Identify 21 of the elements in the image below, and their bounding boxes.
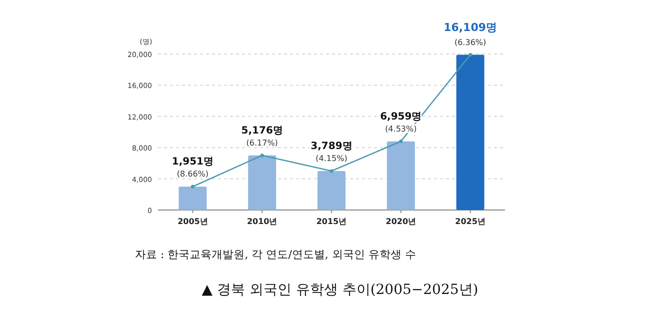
annotation: 1,951명 (8.66%)	[172, 156, 214, 179]
x-tick-label: 2005년	[178, 217, 208, 226]
point	[468, 52, 472, 57]
x-tick-label: 2025년	[455, 217, 486, 226]
annotation: 5,176명 (6.17%)	[241, 125, 283, 148]
point	[190, 184, 194, 188]
x-tick-label: 2010년	[246, 217, 278, 226]
point	[399, 140, 403, 144]
text: 자료 : 한국교육개발원, 각 연도/연도별, 외국인 유학생 수	[135, 248, 416, 261]
bar	[456, 54, 484, 210]
point	[330, 169, 334, 173]
bar	[178, 186, 207, 210]
x-tick-label: 2020년	[386, 217, 416, 226]
annotation: 16,109명 (6.36%)	[444, 20, 498, 47]
bar	[318, 171, 346, 210]
text: ▲ 경북 외국인 유학생 추이(2005−2025년)	[202, 282, 478, 298]
annotation: 3,789명 (4.15%)	[310, 141, 352, 163]
x-tick-label: 2015년	[316, 217, 347, 226]
bar	[248, 155, 276, 210]
bar	[386, 141, 415, 210]
point	[260, 154, 264, 158]
